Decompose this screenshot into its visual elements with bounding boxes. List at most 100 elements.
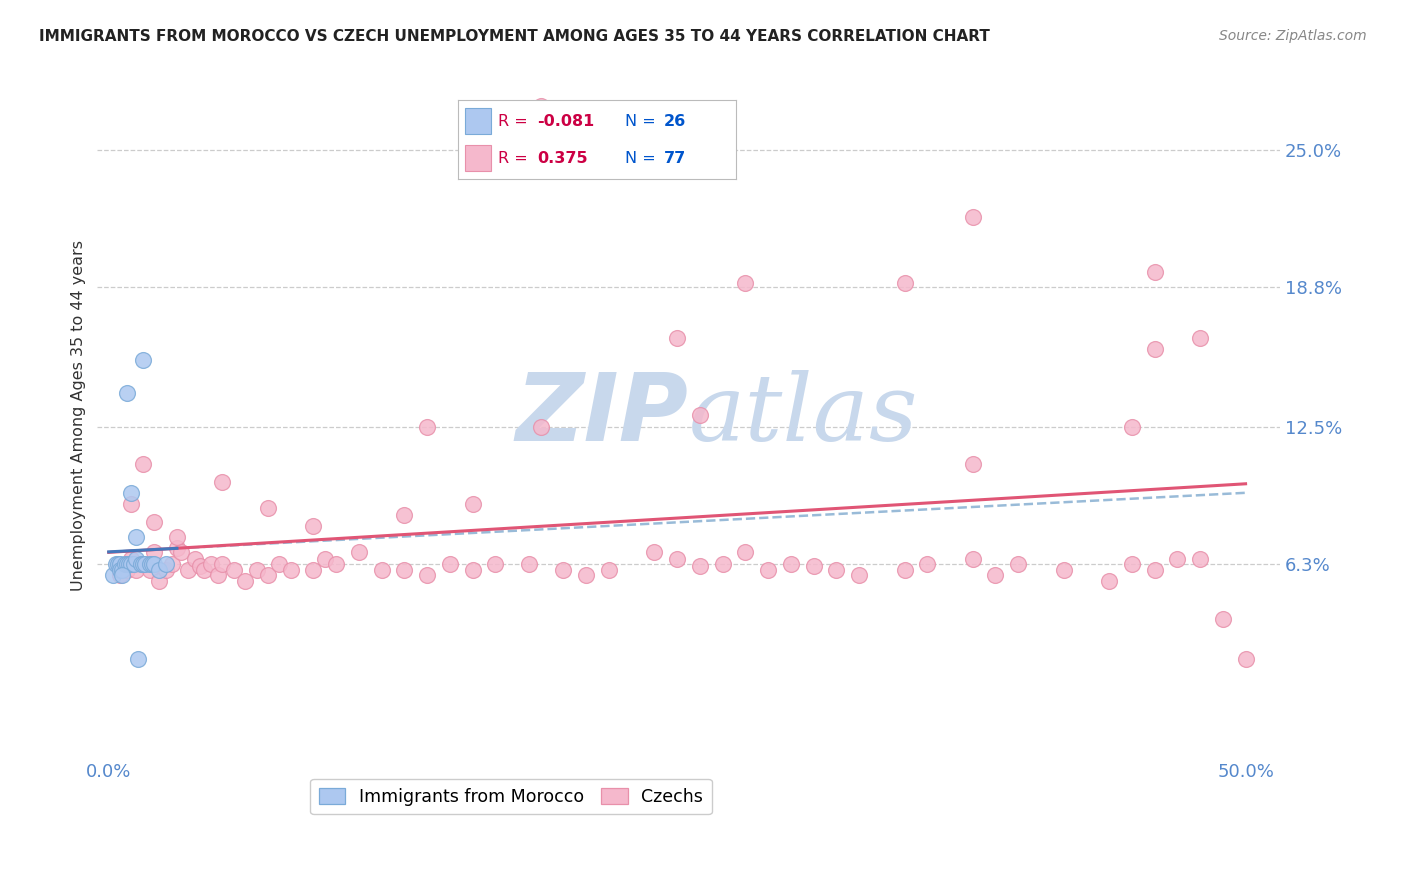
Point [1189,552,1212,566]
Point [120,485,142,500]
Point [120,552,142,566]
Point [111,563,134,577]
Point [1053,563,1076,577]
Point [416,419,439,434]
Point [530,99,553,113]
Point [1143,342,1166,356]
Point [257,567,280,582]
Point [125,552,148,566]
Point [370,563,392,577]
Point [394,508,416,522]
Text: atlas: atlas [689,370,918,460]
Point [394,563,416,577]
Point [1007,557,1029,571]
Point [132,557,155,571]
Point [141,557,163,571]
Point [132,457,155,471]
Point [138,557,160,571]
Point [125,563,148,577]
Point [177,563,200,577]
Point [1212,612,1234,626]
Point [1143,563,1166,577]
Point [530,419,553,434]
Point [666,331,689,345]
Point [1121,557,1143,571]
Point [108,557,131,571]
Point [148,563,170,577]
Point [825,563,848,577]
Point [962,552,984,566]
Point [803,558,825,573]
Point [138,563,160,577]
Point [166,541,188,555]
Point [166,530,188,544]
Point [104,557,127,571]
Point [1121,419,1143,434]
Point [132,353,155,368]
Point [1098,574,1121,589]
Point [643,545,665,559]
Point [222,563,245,577]
Point [155,557,177,571]
Point [347,545,370,559]
Point [302,519,325,533]
Y-axis label: Unemployment Among Ages 35 to 44 years: Unemployment Among Ages 35 to 44 years [72,240,86,591]
Point [598,563,620,577]
Point [170,545,193,559]
Point [848,567,870,582]
Point [188,558,211,573]
Point [325,557,347,571]
Point [111,567,134,582]
Point [211,557,233,571]
Point [984,567,1007,582]
Point [1234,651,1257,665]
Point [200,557,222,571]
Point [689,409,711,423]
Text: Source: ZipAtlas.com: Source: ZipAtlas.com [1219,29,1367,43]
Point [689,558,711,573]
Point [257,501,280,516]
Point [127,651,149,665]
Point [302,563,325,577]
Point [143,545,166,559]
Point [1166,552,1188,566]
Point [134,557,156,571]
Point [553,563,575,577]
Point [1143,265,1166,279]
Point [132,557,155,571]
Point [143,515,166,529]
Point [115,563,138,577]
Point [245,563,267,577]
Point [962,457,984,471]
Text: IMMIGRANTS FROM MOROCCO VS CZECH UNEMPLOYMENT AMONG AGES 35 TO 44 YEARS CORRELAT: IMMIGRANTS FROM MOROCCO VS CZECH UNEMPLO… [39,29,990,44]
Point [162,557,184,571]
Point [211,475,233,489]
Point [115,386,138,401]
Point [103,567,125,582]
Point [118,557,141,571]
Point [893,563,915,577]
Point [734,276,756,290]
Point [779,557,801,571]
Point [155,563,177,577]
Point [1189,331,1212,345]
Point [756,563,779,577]
Point [314,552,336,566]
Point [120,497,142,511]
Point [184,552,207,566]
Point [193,563,215,577]
Text: ZIP: ZIP [516,369,689,461]
Point [108,567,131,582]
Point [666,552,689,566]
Point [461,497,484,511]
Point [120,557,142,571]
Point [280,563,302,577]
Legend: Immigrants from Morocco, Czechs: Immigrants from Morocco, Czechs [311,779,711,814]
Point [148,574,170,589]
Point [575,567,598,582]
Point [207,567,229,582]
Point [143,557,166,571]
Point [115,557,138,571]
Point [484,557,506,571]
Point [233,574,256,589]
